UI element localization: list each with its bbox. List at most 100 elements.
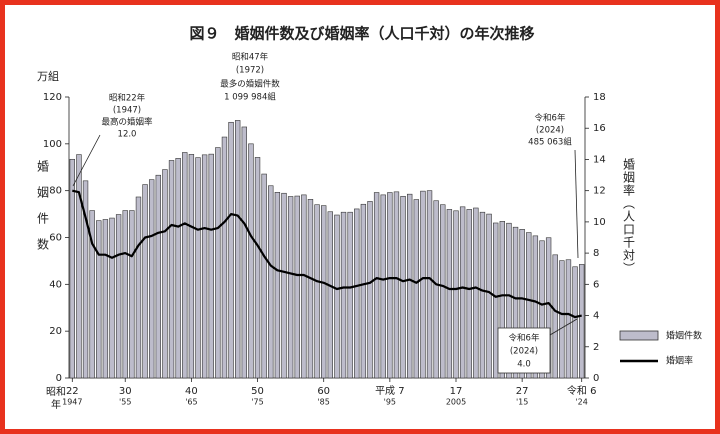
x-tick-sublabel: '24 [575,398,587,407]
bar [354,208,360,379]
bar [254,157,261,379]
bar [149,179,155,379]
legend-swatch [619,330,659,341]
annotation: 1 099 984組 [224,92,276,103]
bar [479,211,486,379]
bar [486,213,492,379]
x-tick-label: 令和 6 [567,384,597,397]
x-tick-label: 平成 7 [375,385,405,397]
bar [559,260,565,379]
bar [400,195,406,379]
y2-tick-label: 10 [593,217,606,228]
bar [175,158,181,379]
annotation: 昭和22年 [109,93,146,104]
bar [493,222,499,379]
bar [572,266,578,379]
y2-tick-label: 18 [593,92,606,103]
bar [367,201,373,379]
line [72,189,582,319]
bar [82,180,89,379]
bar [453,210,459,379]
bar [499,221,505,379]
annotation: (1947) [113,106,141,116]
bar [380,194,386,379]
bar [473,207,479,379]
bar [413,199,419,379]
bar [208,153,214,379]
bar [373,192,380,379]
bar [188,154,195,379]
bar [360,203,367,379]
annotation: (2024) [510,347,538,357]
bar [552,254,558,379]
bar [512,226,519,379]
bar [248,143,254,379]
bar [162,169,168,379]
y-tick-label: 80 [49,186,62,197]
bar [155,174,161,379]
bar [129,210,135,379]
bar [539,240,545,379]
x-tick-label: 50 [251,386,264,397]
bar [545,237,552,379]
y-tick-label: 20 [49,326,62,337]
x-tick-label: 40 [185,386,198,397]
bar [565,259,572,379]
legend-label: 婚姻件数 [666,330,702,342]
y2-tick-label: 12 [593,186,606,197]
bar [168,160,175,379]
bar [387,192,393,379]
bar [506,222,512,379]
bar [281,192,287,379]
bar [228,121,234,379]
bar [115,214,122,379]
bar [420,190,426,379]
annotation-arrow [72,134,101,187]
x-tick-sublabel: '85 [317,398,329,407]
annotation: 12.0 [118,130,137,140]
y-tick-label: 120 [43,92,62,103]
y2-tick-label: 16 [593,123,606,134]
annotation: (2024) [536,126,564,136]
bar [102,219,109,379]
bar [122,210,128,379]
bar [459,206,466,379]
annotations: 昭和22年 (1947) 最高の婚姻率 12.0 昭和47年 (1972) 最多… [101,52,572,370]
bar [314,204,320,379]
bar [287,196,294,379]
x-tick-sublabel: '55 [119,398,131,407]
bar [96,220,102,379]
bar [393,191,400,379]
x-tick-label: 30 [119,386,132,397]
bar [334,214,340,379]
annotation-arrow [549,318,578,336]
annotation: 昭和47年 [232,52,269,63]
bar [268,185,274,379]
y2-label: 婚姻率（人口千対） [622,158,636,275]
bar [446,209,453,379]
bar [294,195,300,379]
chart-title: 図９ 婚姻件数及び婚姻率（人口千対）の年次推移 [189,25,534,43]
bar [109,217,115,379]
y2-tick-label: 14 [593,154,606,165]
annotation: 485 063組 [528,137,572,148]
y-label: 婚姻件数 [36,160,50,264]
annotation: 最高の婚姻率 [101,117,153,128]
x-era-label: 昭和 [46,386,66,398]
annotation: 4.0 [517,360,531,370]
bar [321,205,327,379]
annotation: 令和6年 [509,333,540,344]
annotation-arrow [574,149,579,259]
x-tick-label: 27 [516,386,529,397]
y2-tick-label: 0 [593,373,599,384]
bar [76,154,82,379]
y-tick-label: 60 [49,233,62,244]
bar [327,211,333,379]
bar [274,192,281,379]
x-tick-label: 22 [66,386,79,397]
x-tick-label: 17 [450,386,463,397]
x-tick-sublabel: '15 [516,398,528,407]
bar [579,264,585,379]
bar [241,126,247,379]
bar [426,190,433,379]
